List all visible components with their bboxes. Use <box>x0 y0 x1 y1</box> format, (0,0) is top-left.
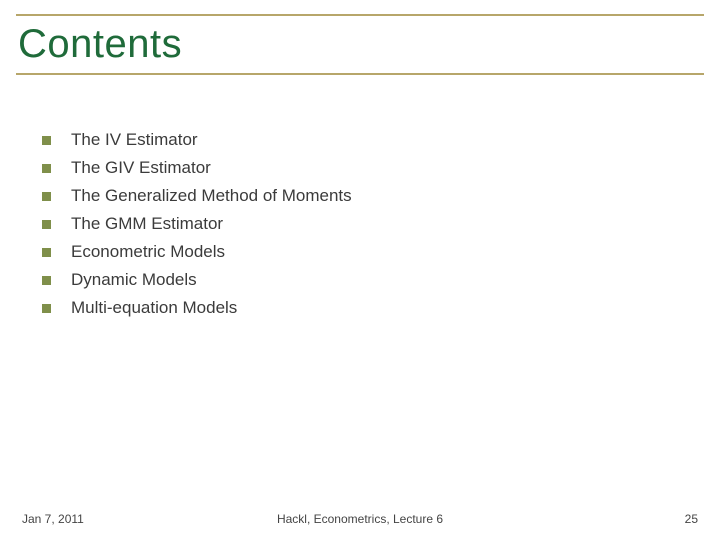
list-item: Econometric Models <box>42 242 680 262</box>
list-item-label: The GIV Estimator <box>71 158 211 178</box>
title-block: Contents <box>16 14 704 75</box>
list-item: Multi-equation Models <box>42 298 680 318</box>
list-item: The GIV Estimator <box>42 158 680 178</box>
title-rule-top <box>16 14 704 16</box>
list-item: The IV Estimator <box>42 130 680 150</box>
list-item-label: Econometric Models <box>71 242 225 262</box>
square-bullet-icon <box>42 220 51 229</box>
list-item-label: Multi-equation Models <box>71 298 237 318</box>
square-bullet-icon <box>42 136 51 145</box>
list-item: Dynamic Models <box>42 270 680 290</box>
content-list: The IV Estimator The GIV Estimator The G… <box>42 130 680 326</box>
list-item-label: The GMM Estimator <box>71 214 223 234</box>
footer-page-number: 25 <box>685 512 698 526</box>
square-bullet-icon <box>42 276 51 285</box>
square-bullet-icon <box>42 192 51 201</box>
list-item-label: Dynamic Models <box>71 270 197 290</box>
footer-center: Hackl, Econometrics, Lecture 6 <box>0 512 720 526</box>
slide: Contents The IV Estimator The GIV Estima… <box>0 0 720 540</box>
list-item: The Generalized Method of Moments <box>42 186 680 206</box>
title-rule-bottom <box>16 73 704 75</box>
footer: Jan 7, 2011 Hackl, Econometrics, Lecture… <box>0 506 720 526</box>
square-bullet-icon <box>42 164 51 173</box>
slide-title: Contents <box>16 22 704 73</box>
list-item-label: The Generalized Method of Moments <box>71 186 352 206</box>
list-item-label: The IV Estimator <box>71 130 198 150</box>
list-item: The GMM Estimator <box>42 214 680 234</box>
square-bullet-icon <box>42 304 51 313</box>
square-bullet-icon <box>42 248 51 257</box>
